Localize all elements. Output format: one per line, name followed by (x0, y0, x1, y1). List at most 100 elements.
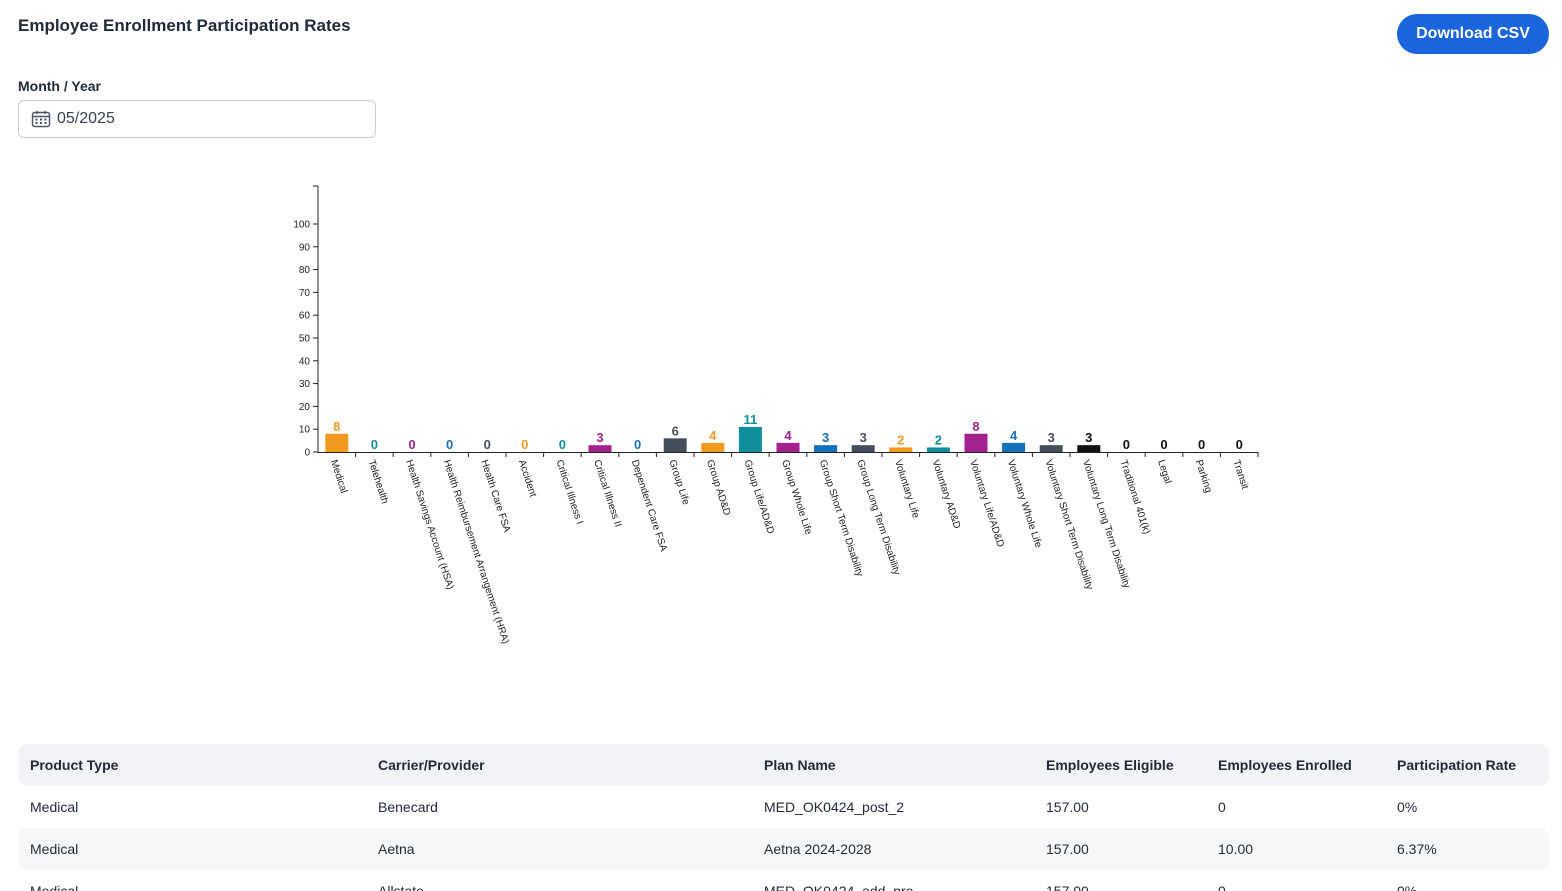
bar-value-label: 0 (371, 437, 378, 452)
bar-value-label: 4 (1010, 428, 1018, 443)
bar-value-label: 0 (634, 437, 641, 452)
bar-value-label: 0 (521, 437, 528, 452)
cell-rate: 6.37% (1385, 828, 1549, 870)
y-tick-label: 100 (293, 220, 310, 231)
col-plan-name[interactable]: Plan Name (752, 744, 1034, 786)
cell-rate: 0% (1397, 799, 1418, 815)
category-label: Group Short Term Disability (817, 459, 865, 579)
bar-value-label: 0 (1198, 437, 1205, 452)
y-tick-label: 60 (299, 311, 311, 322)
bar (701, 442, 725, 452)
category-label: Group Whole Life (779, 459, 814, 537)
cell-enrolled: 10.00 (1206, 828, 1385, 870)
bar (964, 433, 988, 452)
calendar-icon[interactable] (31, 110, 51, 128)
col-carrier-provider[interactable]: Carrier/Provider (366, 744, 752, 786)
y-tick-label: 80 (299, 265, 311, 276)
category-label: Transit (1230, 459, 1250, 491)
bar (1077, 445, 1101, 452)
table-row: Medical Allstate MED_OK0424_add_pre 157.… (18, 870, 1549, 891)
bar (325, 433, 349, 452)
bar (926, 447, 950, 452)
bar (851, 445, 875, 452)
cell-carrier: Aetna (366, 828, 752, 870)
month-year-input[interactable] (57, 110, 357, 128)
category-label: Critical Illness II (591, 459, 623, 529)
cell-eligible: 157.00 (1046, 883, 1089, 891)
bar-value-label: 0 (1123, 437, 1130, 452)
category-label: Critical Illness I (554, 459, 585, 526)
cell-rate: 0% (1397, 883, 1418, 891)
bar (663, 438, 687, 452)
y-tick-label: 90 (299, 242, 311, 253)
cell-product-type: Medical (18, 828, 366, 870)
bar-value-label: 2 (935, 432, 942, 447)
bar-value-label: 4 (784, 428, 792, 443)
cell-product-type: Medical (30, 883, 79, 891)
cell-plan-name: Aetna 2024-2028 (752, 828, 1034, 870)
bar-value-label: 3 (1048, 430, 1055, 445)
y-tick-label: 10 (299, 425, 311, 436)
bar (889, 447, 913, 452)
category-label: Accident (516, 459, 538, 499)
col-employees-eligible[interactable]: Employees Eligible (1034, 744, 1206, 786)
bar-value-label: 0 (408, 437, 415, 452)
category-label: Voluntary Whole Life (1005, 459, 1044, 550)
month-year-picker[interactable] (18, 100, 376, 138)
bar-value-label: 8 (972, 419, 979, 434)
bar-value-label: 2 (897, 432, 904, 447)
col-employees-enrolled[interactable]: Employees Enrolled (1206, 744, 1385, 786)
y-tick-label: 50 (299, 334, 311, 345)
download-csv-button[interactable]: Download CSV (1397, 14, 1549, 54)
y-tick-label: 30 (299, 379, 311, 390)
month-year-label: Month / Year (18, 78, 101, 94)
col-product-type[interactable]: Product Type (18, 744, 366, 786)
bar (738, 426, 762, 452)
bar-value-label: 0 (1236, 437, 1243, 452)
y-tick-label: 0 (304, 448, 310, 459)
cell-eligible: 157.00 (1046, 799, 1089, 815)
cell-carrier: Benecard (378, 799, 438, 815)
cell-enrolled: 0 (1218, 883, 1226, 891)
cell-plan-name: MED_OK0424_post_2 (764, 799, 905, 815)
bar-value-label: 0 (559, 437, 566, 452)
category-label: Group Life/AD&D (742, 459, 776, 536)
cell-product-type: Medical (30, 799, 79, 815)
category-label: Medical (328, 459, 349, 495)
table-row: Medical Benecard MED_OK0424_post_2 157.0… (18, 786, 1549, 828)
bar-value-label: 3 (822, 430, 829, 445)
bar-value-label: 0 (484, 437, 491, 452)
y-tick-label: 40 (299, 356, 311, 367)
category-label: Dependent Care FSA (629, 459, 669, 554)
bar-value-label: 6 (672, 423, 679, 438)
bar-value-label: 3 (1085, 430, 1092, 445)
cell-carrier: Allstate (378, 883, 424, 891)
category-label: Group Long Term Disability (854, 459, 902, 577)
table-row: Medical Aetna Aetna 2024-2028 157.00 10.… (18, 828, 1549, 870)
category-label: Traditional 401(k) (1118, 459, 1152, 536)
category-label: Group AD&D (704, 459, 732, 517)
category-label: Health Care FSA (478, 459, 512, 535)
category-label: Voluntary Life/AD&D (967, 459, 1006, 549)
category-label: Group Life (666, 459, 691, 507)
category-label: Health Reimbursement Arrangement (HRA) (441, 459, 511, 646)
bar-value-label: 4 (709, 428, 717, 443)
participation-table: Product Type Carrier/Provider Plan Name … (18, 744, 1549, 891)
bar-value-label: 3 (860, 430, 867, 445)
category-label: Telehealth (366, 459, 391, 506)
table-header-row: Product Type Carrier/Provider Plan Name … (18, 744, 1549, 786)
participation-bar-chart: 01020304050607080901008Medical0Telehealt… (293, 185, 1259, 646)
cell-eligible: 157.00 (1034, 828, 1206, 870)
bar (1002, 442, 1026, 452)
category-label: Voluntary Life (892, 459, 921, 520)
y-tick-label: 20 (299, 402, 311, 413)
bar-value-label: 8 (333, 419, 340, 434)
cell-enrolled: 0 (1218, 799, 1226, 815)
category-label: Parking (1193, 459, 1214, 495)
bar (776, 442, 800, 452)
bar (814, 445, 838, 452)
col-participation-rate[interactable]: Participation Rate (1385, 744, 1549, 786)
category-label: Legal (1155, 459, 1173, 486)
bar (1039, 445, 1063, 452)
